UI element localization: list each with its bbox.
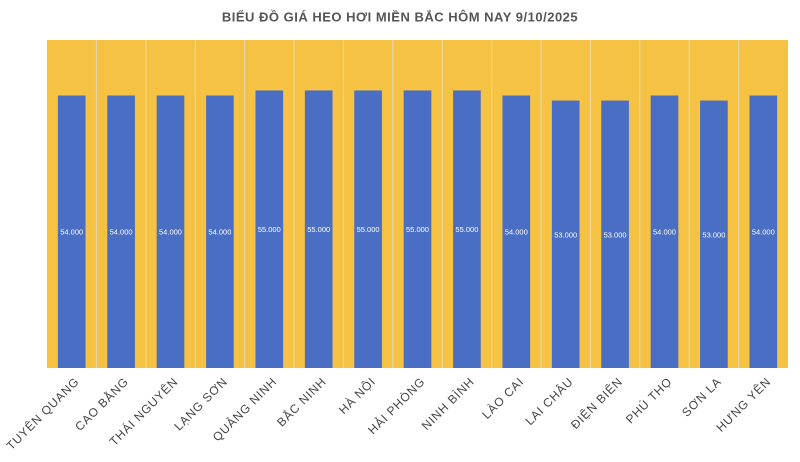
value-label: 54.000: [60, 228, 83, 237]
value-label: 53.000: [702, 230, 725, 239]
value-label: 54.000: [752, 228, 775, 237]
bar: [749, 95, 778, 368]
bar: [601, 100, 629, 369]
value-label: 53.000: [554, 230, 577, 239]
value-label: 54.000: [505, 228, 528, 237]
x-tick-label: HÀ NỘI: [335, 374, 378, 417]
bar: [650, 95, 679, 368]
value-label: 54.000: [159, 228, 182, 237]
bar: [206, 95, 234, 368]
chart-title: BIỂU ĐỒ GIÁ HEO HƠI MIỀN BẮC HÔM NAY 9/1…: [222, 9, 578, 24]
bar: [502, 95, 531, 368]
x-tick-label: SƠN LA: [679, 374, 724, 419]
bar: [304, 90, 333, 368]
value-label: 54.000: [208, 228, 231, 237]
bar: [403, 90, 432, 368]
x-tick-label: NINH BÌNH: [418, 374, 477, 433]
value-label: 54.000: [653, 228, 676, 237]
value-label: 55.000: [357, 225, 380, 234]
x-tick-label: BẮC NINH: [273, 374, 329, 430]
x-tick-label: ĐIỆN BIÊN: [567, 374, 625, 432]
value-label: 55.000: [455, 225, 478, 234]
bar: [57, 95, 86, 368]
bar: [107, 95, 135, 368]
bar: [551, 100, 580, 369]
bar: [354, 90, 382, 368]
bar: [156, 95, 185, 368]
bar: [453, 90, 481, 368]
bar: [700, 100, 728, 369]
x-tick-label: LÀO CAI: [479, 374, 527, 422]
value-label: 55.000: [406, 225, 429, 234]
x-tick-label: LAI CHÂU: [522, 374, 576, 428]
value-label: 53.000: [604, 230, 627, 239]
bar: [255, 90, 284, 368]
value-label: 54.000: [110, 228, 133, 237]
x-tick-label: TUYÊN QUANG: [3, 374, 82, 453]
x-tick-label: PHÚ THỌ: [622, 374, 675, 427]
value-label: 55.000: [307, 225, 330, 234]
value-label: 55.000: [258, 225, 281, 234]
